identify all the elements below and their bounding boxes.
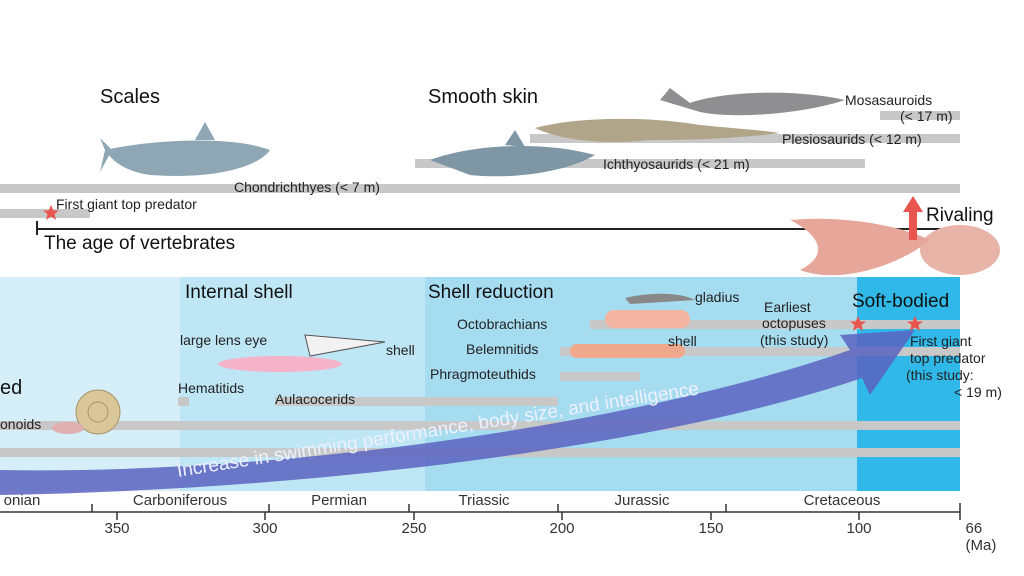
label-earliest-octopuses-1: Earliest xyxy=(764,299,811,315)
heading-smooth-skin: Smooth skin xyxy=(428,86,539,108)
range-bar-hematitids xyxy=(178,397,189,406)
star-icon-first-giant-vertebrate xyxy=(43,205,59,220)
label-chondrichthyes: Chondrichthyes (< 7 m) xyxy=(234,179,380,195)
label-plesiosaurids: Plesiosaurids (< 12 m) xyxy=(782,131,922,147)
tick-label: 250 xyxy=(401,520,427,537)
period-devonian: onian xyxy=(3,492,41,509)
period-triassic: Triassic xyxy=(458,492,510,509)
label-hematitids: Hematitids xyxy=(178,380,245,396)
ammonoid-illustration xyxy=(52,389,121,435)
tick-label: 200 xyxy=(549,520,575,537)
label-first-giant-ceph-2: top predator xyxy=(910,350,986,366)
heading-external-shell-partial: ed xyxy=(0,377,23,399)
label-mosasauroids: Mosasauroids xyxy=(845,92,933,108)
range-bar-octobrachians xyxy=(590,320,960,329)
tick-label: 350 xyxy=(104,520,130,537)
range-bar-plesiosaurids xyxy=(530,134,960,143)
range-bar-first-giant xyxy=(0,209,90,218)
star-icon-earliest-octopuses xyxy=(850,316,866,331)
heading-soft-bodied: Soft-bodied xyxy=(852,291,950,312)
shell-illustration xyxy=(304,334,386,357)
range-bar-aulacocerids xyxy=(275,397,558,406)
period-cretaceous: Cretaceous xyxy=(803,492,881,509)
range-bar-ichthyosaurids xyxy=(415,159,865,168)
label-first-giant-ceph-3: (this study: xyxy=(906,367,974,383)
range-bar-belemnitids xyxy=(560,347,960,356)
label-shell-internal: shell xyxy=(386,342,415,358)
vertebrate-age-tick xyxy=(36,221,38,235)
tick-label: 100 xyxy=(846,520,872,537)
label-age-of-vertebrates: The age of vertebrates xyxy=(44,233,236,254)
period-permian: Permian xyxy=(311,492,367,509)
label-octobrachians: Octobrachians xyxy=(457,316,548,332)
shark-illustration xyxy=(100,122,270,176)
period-carboniferous: Carboniferous xyxy=(132,492,228,509)
range-bar-mosasauroids xyxy=(880,111,960,120)
gladius-illustration xyxy=(625,293,695,304)
tick-label: 66 (Ma) xyxy=(965,520,997,554)
giant-octopus-illustration xyxy=(790,218,1000,276)
label-first-giant-ceph-1: First giant xyxy=(910,333,972,349)
label-mosasauroids-size: (< 17 m) xyxy=(900,108,953,124)
tick-label: 300 xyxy=(252,520,278,537)
label-ammonoids: onoids xyxy=(0,416,42,432)
vertebrate-age-line xyxy=(37,228,960,230)
label-first-giant: First giant top predator xyxy=(56,196,197,212)
label-ichthyosaurids: Ichthyosaurids (< 21 m) xyxy=(603,156,750,172)
rivaling-arrow xyxy=(903,196,923,240)
heading-shell-reduction: Shell reduction xyxy=(428,282,554,303)
plesiosaur-illustration xyxy=(535,118,780,142)
range-bar-chondrichthyes xyxy=(0,184,960,193)
label-phragmoteuthids: Phragmoteuthids xyxy=(430,366,536,382)
label-aulacocerids: Aulacocerids xyxy=(275,391,356,407)
ichthyosaur-illustration xyxy=(430,130,595,177)
label-large-lens-eye: large lens eye xyxy=(180,332,268,348)
tick-label: 150 xyxy=(698,520,724,537)
star-icon-first-giant-cephalopod xyxy=(907,316,923,331)
period-jurassic: Jurassic xyxy=(614,492,670,509)
label-earliest-octopuses-3: (this study) xyxy=(760,332,829,348)
trend-arrow xyxy=(0,330,915,495)
belemnitid-illustration xyxy=(570,344,685,358)
label-first-giant-ceph-4: < 19 m) xyxy=(954,384,1002,400)
heading-internal-shell: Internal shell xyxy=(185,282,293,303)
label-gladius: gladius xyxy=(695,289,740,305)
hematitid-illustration xyxy=(218,356,342,372)
label-earliest-octopuses-2: octopuses xyxy=(762,315,826,331)
range-bar-phragmoteuthids xyxy=(560,372,640,381)
axis-ticks xyxy=(91,503,961,520)
label-shell-reduced: shell xyxy=(668,333,697,349)
octobrachian-illustration xyxy=(605,310,690,328)
label-belemnitids: Belemnitids xyxy=(466,341,539,357)
mosasaur-illustration xyxy=(660,88,845,116)
heading-scales: Scales xyxy=(100,86,161,108)
range-bar-ammonoids xyxy=(0,421,960,430)
label-rivaling: Rivaling xyxy=(926,205,994,226)
